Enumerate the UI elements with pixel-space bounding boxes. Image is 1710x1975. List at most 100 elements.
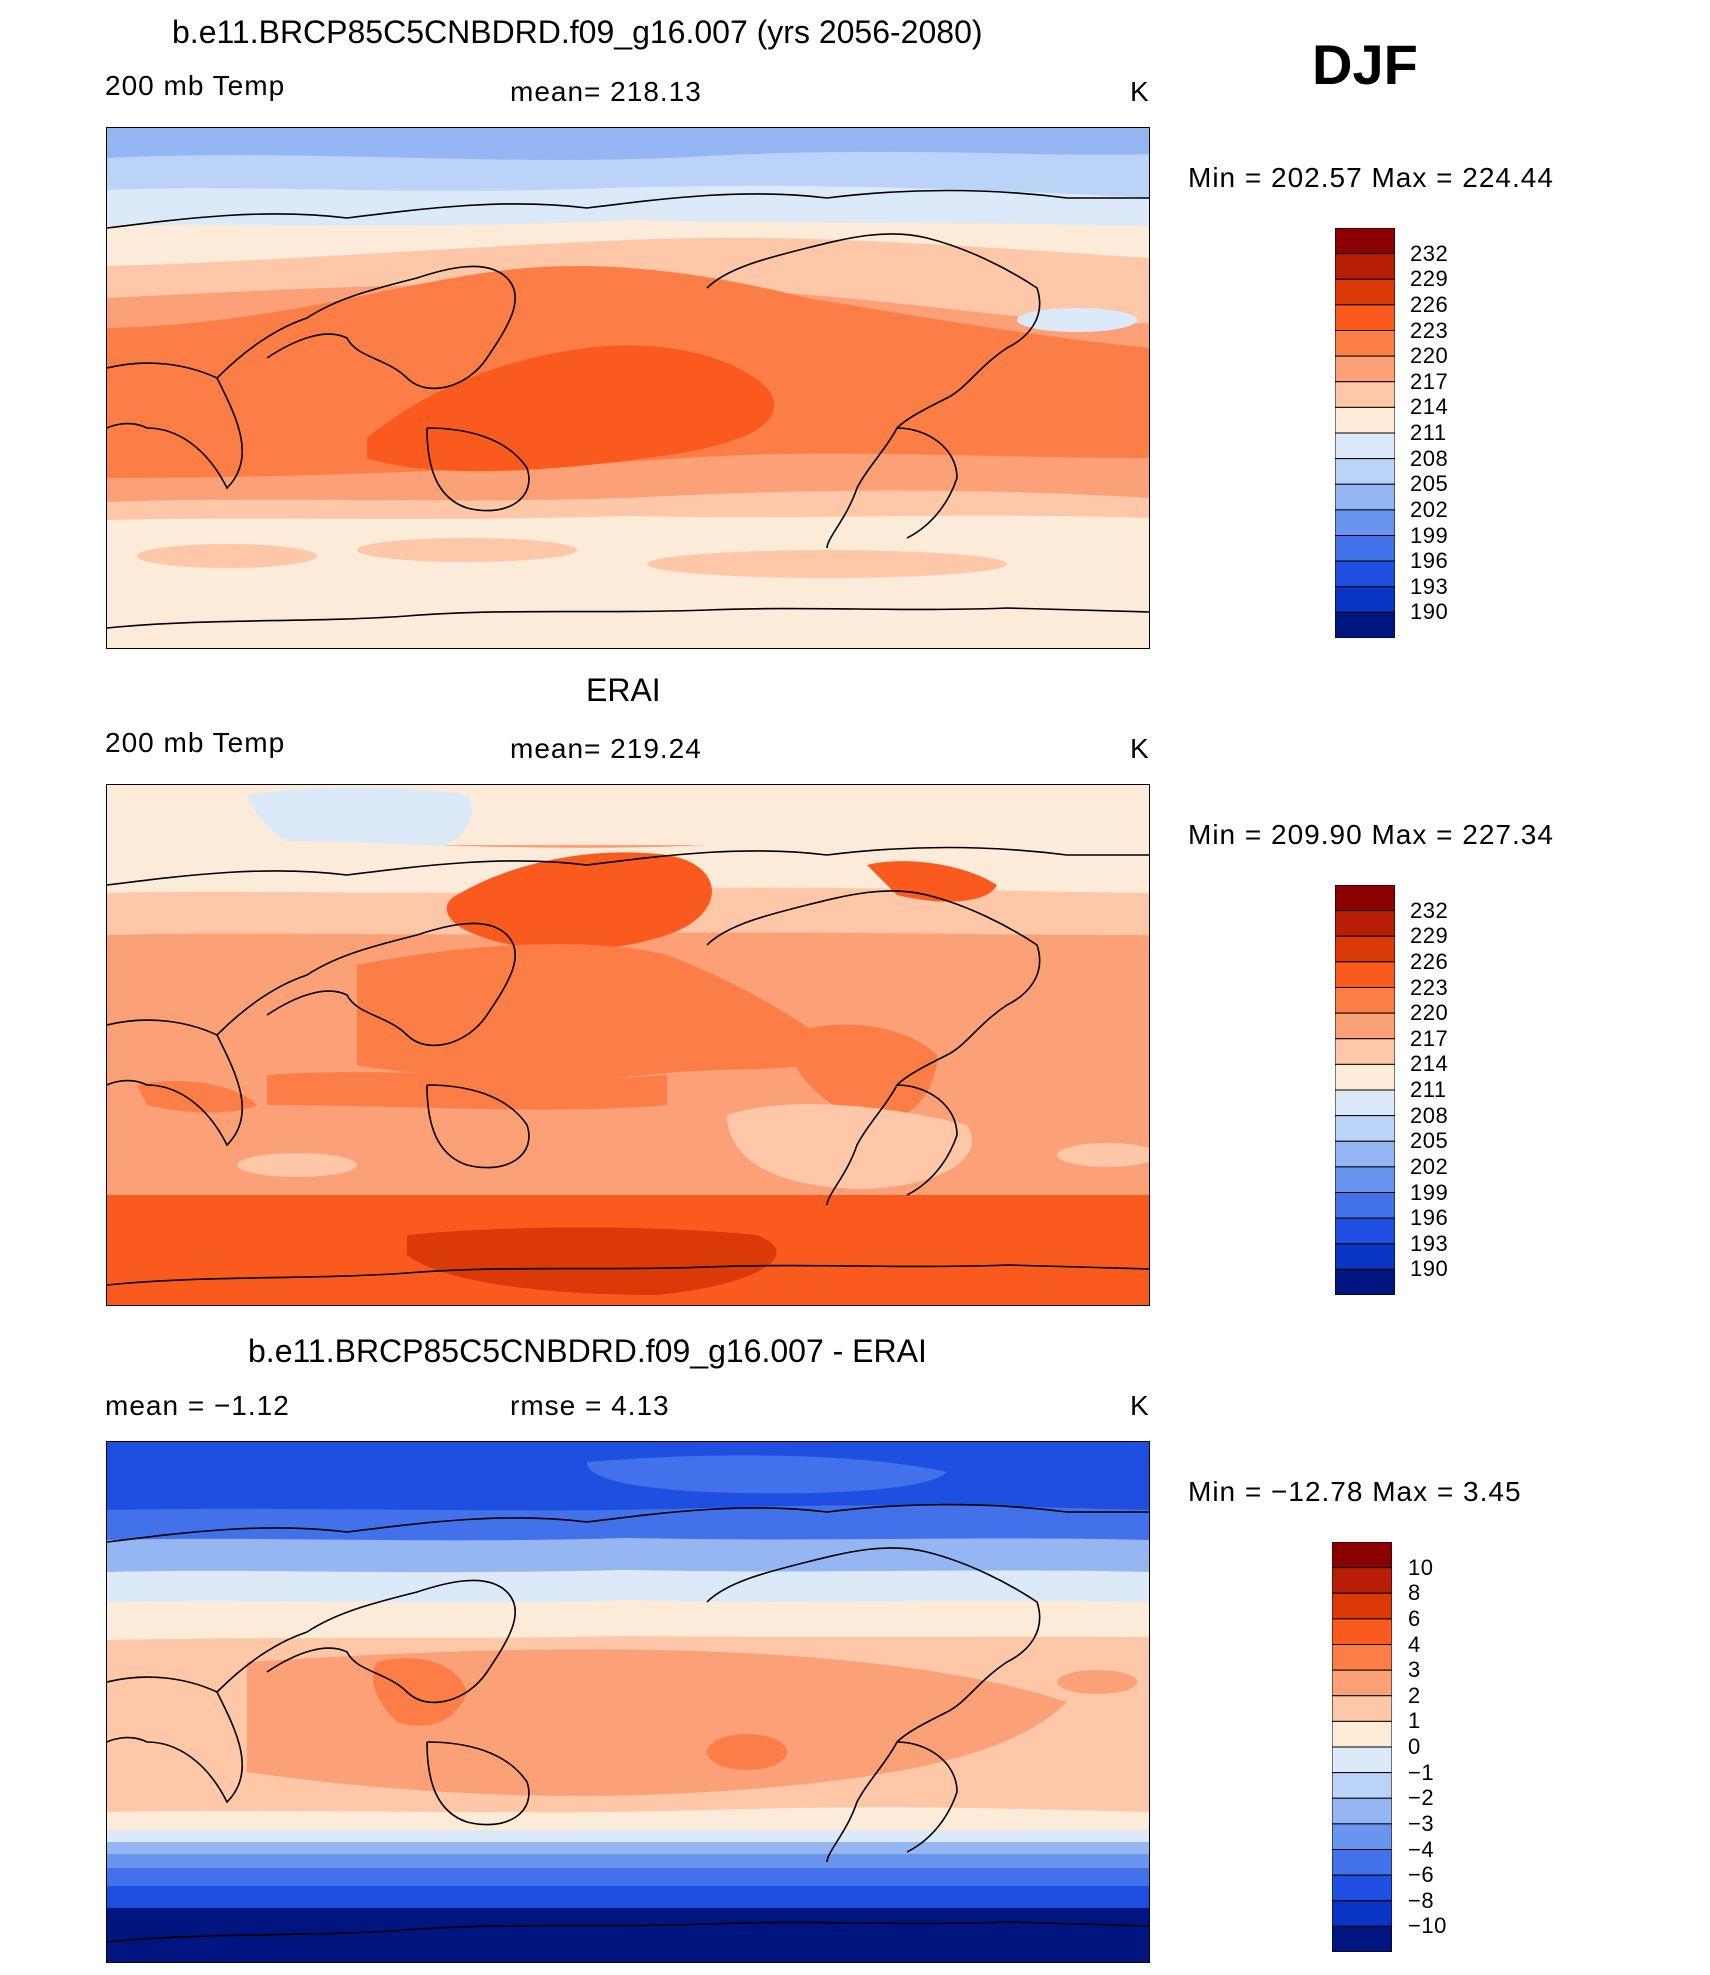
colorbar-swatch	[1334, 535, 1396, 562]
colorbar-swatch	[1331, 1823, 1393, 1850]
colorbar-swatch	[1331, 1849, 1393, 1876]
colorbar-swatch	[1334, 560, 1396, 588]
colorbar-tick-label: 232	[1410, 240, 1449, 266]
panel-1-variable-label: 200 mb Temp	[105, 70, 286, 101]
colorbar-swatch	[1334, 381, 1396, 408]
panel-3-map	[106, 1441, 1150, 1963]
colorbar-tick-label: −10	[1408, 1913, 1447, 1939]
colorbar-swatch	[1334, 1268, 1396, 1296]
panel-3-rmse-label: rmse = 4.13	[510, 1390, 670, 1421]
panel-2-map	[106, 784, 1150, 1306]
colorbar-tick-label: 193	[1410, 1230, 1449, 1256]
colorbar-tick-label: 6	[1408, 1605, 1421, 1631]
panel-3-units: K	[1130, 1390, 1150, 1421]
colorbar-tick-label: −8	[1408, 1887, 1435, 1913]
colorbar-tick-label: −6	[1408, 1862, 1435, 1888]
colorbar-swatch	[1334, 1243, 1396, 1270]
colorbar-tick-label: 208	[1410, 1102, 1449, 1128]
colorbar-swatch	[1334, 1166, 1396, 1193]
colorbar-swatch	[1334, 458, 1396, 485]
panel-2-mean-label: mean= 219.24	[510, 733, 702, 764]
panel-3-colorbar-svg	[1331, 1541, 1393, 1953]
colorbar-swatch	[1334, 1038, 1396, 1065]
colorbar-swatch	[1331, 1669, 1393, 1697]
colorbar-swatch	[1331, 1720, 1393, 1748]
colorbar-tick-label: 217	[1410, 1025, 1449, 1051]
colorbar-swatch	[1331, 1695, 1393, 1722]
colorbar-tick-label: 226	[1410, 948, 1449, 974]
colorbar-swatch	[1334, 987, 1396, 1014]
colorbar-swatch	[1331, 1592, 1393, 1620]
panel-3-contour-field	[107, 1442, 1149, 1962]
colorbar-swatch	[1331, 1874, 1393, 1902]
colorbar-swatch	[1334, 1063, 1396, 1091]
colorbar-tick-label: 226	[1410, 291, 1449, 317]
colorbar-swatch	[1334, 1217, 1396, 1245]
colorbar-tick-label: 217	[1410, 368, 1449, 394]
colorbar-tick-label: 190	[1410, 1256, 1449, 1282]
panel-1-colorbar	[1334, 227, 1396, 639]
panel-2-minmax: Min = 209.90 Max = 227.34	[1188, 819, 1554, 850]
colorbar-swatch	[1331, 1644, 1393, 1671]
colorbar-tick-label: 214	[1410, 394, 1449, 420]
colorbar-tick-label: −1	[1408, 1759, 1435, 1785]
panel-3-colorbar	[1331, 1541, 1393, 1953]
colorbar-tick-label: 1	[1408, 1708, 1421, 1734]
panel-1-colorbar-svg	[1334, 227, 1396, 639]
colorbar-tick-label: 220	[1410, 343, 1449, 369]
colorbar-swatch	[1331, 1925, 1393, 1953]
colorbar-swatch	[1334, 432, 1396, 460]
panel-2-contour-field	[107, 785, 1149, 1305]
colorbar-tick-label: −3	[1408, 1810, 1435, 1836]
panel-3-mean-label: mean = −1.12	[105, 1390, 290, 1421]
colorbar-swatch	[1334, 227, 1396, 255]
panel-1-contour-field	[107, 128, 1149, 648]
colorbar-swatch	[1334, 884, 1396, 912]
season-label: DJF	[1312, 33, 1418, 96]
colorbar-swatch	[1334, 483, 1396, 511]
colorbar-swatch	[1331, 1567, 1393, 1594]
colorbar-tick-label: 229	[1410, 923, 1449, 949]
colorbar-swatch	[1331, 1772, 1393, 1799]
panel-2-colorbar	[1334, 884, 1396, 1296]
colorbar-swatch	[1331, 1900, 1393, 1927]
panel-2-variable-label: 200 mb Temp	[105, 727, 286, 758]
colorbar-tick-label: 211	[1410, 420, 1447, 445]
colorbar-tick-label: 202	[1410, 1153, 1449, 1179]
colorbar-swatch	[1334, 509, 1396, 536]
panel-3-title: b.e11.BRCP85C5CNBDRD.f09_g16.007 - ERAI	[248, 1333, 927, 1369]
colorbar-tick-label: 196	[1410, 548, 1449, 574]
colorbar-tick-label: 193	[1410, 573, 1449, 599]
colorbar-swatch	[1334, 1089, 1396, 1117]
panel-2-units: K	[1130, 733, 1150, 764]
colorbar-tick-label: 208	[1410, 445, 1449, 471]
colorbar-tick-label: 3	[1408, 1657, 1421, 1683]
colorbar-tick-label: 202	[1410, 496, 1449, 522]
colorbar-tick-label: 205	[1410, 1128, 1449, 1154]
colorbar-swatch	[1334, 910, 1396, 937]
colorbar-tick-label: 190	[1410, 599, 1449, 625]
panel-3-minmax: Min = −12.78 Max = 3.45	[1188, 1476, 1522, 1507]
colorbar-tick-label: 8	[1408, 1580, 1421, 1606]
colorbar-swatch	[1334, 253, 1396, 280]
colorbar-tick-label: 214	[1410, 1051, 1449, 1077]
colorbar-swatch	[1331, 1618, 1393, 1645]
colorbar-swatch	[1334, 1115, 1396, 1142]
panel-2-title: ERAI	[586, 672, 661, 708]
colorbar-tick-label: 223	[1410, 317, 1449, 343]
colorbar-swatch	[1334, 406, 1396, 434]
colorbar-tick-label: 196	[1410, 1205, 1449, 1231]
panel-1-minmax: Min = 202.57 Max = 224.44	[1188, 162, 1554, 193]
colorbar-swatch	[1331, 1541, 1393, 1569]
colorbar-tick-label: 2	[1408, 1682, 1421, 1708]
colorbar-swatch	[1334, 935, 1396, 963]
colorbar-swatch	[1334, 611, 1396, 639]
colorbar-tick-label: 0	[1408, 1734, 1421, 1759]
colorbar-tick-label: 199	[1410, 522, 1449, 548]
colorbar-swatch	[1334, 586, 1396, 613]
colorbar-swatch	[1334, 1012, 1396, 1040]
colorbar-swatch	[1331, 1746, 1393, 1774]
colorbar-tick-label: 211	[1410, 1077, 1447, 1102]
colorbar-swatch	[1334, 330, 1396, 357]
colorbar-swatch	[1334, 355, 1396, 383]
